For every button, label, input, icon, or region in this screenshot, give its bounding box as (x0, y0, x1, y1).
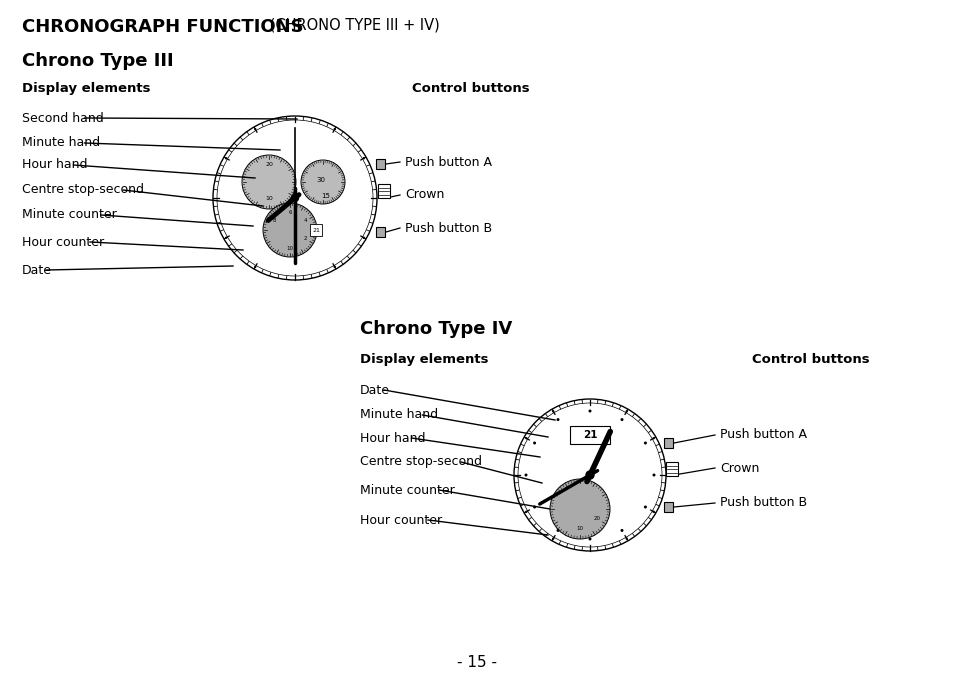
Text: Date: Date (359, 383, 390, 397)
Circle shape (301, 160, 345, 204)
Circle shape (552, 537, 554, 540)
Text: - 15 -: - 15 - (456, 655, 497, 670)
Circle shape (625, 537, 627, 540)
Text: 8: 8 (273, 218, 275, 224)
Bar (664, 502, 673, 512)
Circle shape (619, 418, 623, 421)
Text: 30: 30 (316, 177, 325, 183)
Text: 15: 15 (321, 193, 330, 199)
Circle shape (242, 155, 295, 209)
Bar (664, 438, 673, 448)
Circle shape (253, 266, 256, 268)
Text: Hour hand: Hour hand (359, 431, 425, 445)
Text: Push button B: Push button B (405, 222, 492, 235)
Text: Push button A: Push button A (720, 429, 806, 441)
Circle shape (552, 410, 554, 412)
Circle shape (652, 510, 654, 513)
Text: 21: 21 (312, 228, 319, 233)
Text: Display elements: Display elements (359, 353, 488, 366)
Circle shape (619, 529, 623, 532)
Text: Minute counter: Minute counter (359, 483, 455, 496)
Bar (377, 184, 390, 198)
Text: Display elements: Display elements (22, 82, 151, 95)
Text: Minute hand: Minute hand (22, 137, 100, 149)
Text: (CHRONO TYPE III + IV): (CHRONO TYPE III + IV) (265, 18, 439, 33)
Bar (376, 159, 385, 169)
Circle shape (556, 418, 558, 421)
Circle shape (643, 441, 646, 445)
Circle shape (213, 116, 376, 280)
Circle shape (588, 410, 591, 412)
Circle shape (362, 157, 365, 160)
Circle shape (225, 157, 227, 160)
Text: Minute hand: Minute hand (359, 408, 437, 422)
Circle shape (556, 529, 558, 532)
Text: Chrono Type III: Chrono Type III (22, 52, 173, 70)
Text: Minute counter: Minute counter (22, 208, 116, 222)
Circle shape (533, 506, 536, 508)
Text: Control buttons: Control buttons (751, 353, 869, 366)
Text: 20: 20 (593, 516, 600, 521)
Circle shape (524, 473, 527, 477)
Text: Chrono Type IV: Chrono Type IV (359, 320, 512, 338)
Circle shape (514, 399, 665, 551)
Circle shape (362, 237, 365, 239)
Text: 10: 10 (265, 197, 273, 201)
Circle shape (292, 195, 298, 201)
Bar (665, 462, 678, 476)
Text: CHRONOGRAPH FUNCTIONS: CHRONOGRAPH FUNCTIONS (22, 18, 303, 36)
Text: 10: 10 (286, 245, 294, 251)
Circle shape (643, 506, 646, 508)
Bar (376, 227, 385, 237)
Circle shape (334, 128, 335, 130)
Text: 21: 21 (582, 430, 597, 440)
Text: Centre stop-second: Centre stop-second (22, 183, 144, 197)
Circle shape (652, 473, 655, 477)
Text: Control buttons: Control buttons (412, 82, 529, 95)
Text: 20: 20 (265, 162, 273, 168)
Text: 4: 4 (303, 218, 307, 224)
Text: 2: 2 (303, 237, 307, 241)
Circle shape (263, 203, 316, 257)
Text: Push button A: Push button A (405, 155, 492, 168)
Circle shape (550, 479, 609, 539)
Circle shape (588, 537, 591, 541)
Circle shape (517, 403, 661, 547)
Circle shape (652, 437, 654, 439)
Text: Crown: Crown (405, 189, 444, 201)
Circle shape (216, 120, 373, 276)
Circle shape (225, 237, 227, 239)
Circle shape (524, 437, 527, 439)
Bar (310, 224, 322, 236)
Bar (569, 426, 609, 444)
Circle shape (253, 128, 256, 130)
Circle shape (533, 441, 536, 445)
Text: Centre stop-second: Centre stop-second (359, 456, 481, 468)
Text: 6: 6 (288, 210, 292, 214)
Text: Crown: Crown (720, 462, 759, 475)
Text: Hour counter: Hour counter (359, 514, 441, 527)
Circle shape (524, 510, 527, 513)
Circle shape (585, 471, 594, 479)
Text: 10: 10 (576, 527, 583, 531)
Text: Hour hand: Hour hand (22, 158, 88, 172)
Text: Date: Date (22, 264, 52, 276)
Circle shape (625, 410, 627, 412)
Text: Push button B: Push button B (720, 496, 806, 510)
Text: Hour counter: Hour counter (22, 235, 104, 249)
Circle shape (334, 266, 335, 268)
Text: Second hand: Second hand (22, 112, 104, 124)
